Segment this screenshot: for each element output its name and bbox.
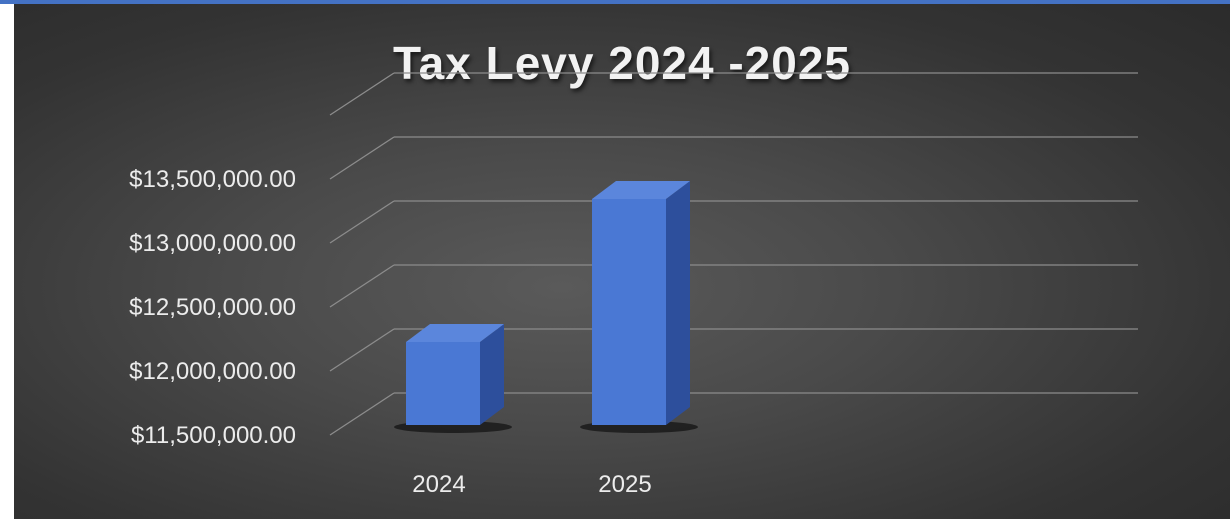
bar-top-2024 <box>406 324 504 343</box>
gridline-side <box>329 328 395 372</box>
bar-side-2025 <box>666 181 690 425</box>
chart-area: Tax Levy 2024 -2025 $11,500,000.00 $12,00… <box>14 4 1230 519</box>
x-tick-label: 2024 <box>412 471 465 498</box>
gridline-side <box>329 136 395 180</box>
y-tick-label: $11,500,000.00 <box>131 422 296 449</box>
y-tick-label: $13,500,000.00 <box>129 166 296 193</box>
y-tick-label: $12,000,000.00 <box>129 358 296 385</box>
gridline-side <box>329 72 395 116</box>
top-accent-strip <box>0 0 1230 4</box>
bar-2024 <box>406 342 480 425</box>
y-tick-label: $13,000,000.00 <box>129 230 296 257</box>
x-tick-label: 2025 <box>598 471 651 498</box>
chart-title: Tax Levy 2024 -2025 <box>392 37 852 89</box>
y-tick-label: $12,500,000.00 <box>129 294 296 321</box>
bar-top-2025 <box>592 181 690 199</box>
gridline-side <box>329 392 395 436</box>
bar-2025 <box>592 199 666 425</box>
gridline-side <box>329 264 395 308</box>
chart-plot: $11,500,000.00 $12,000,000.00 $12,500,000.… <box>129 72 1138 498</box>
gridline-side <box>329 200 395 244</box>
bar-side-2024 <box>480 324 504 425</box>
